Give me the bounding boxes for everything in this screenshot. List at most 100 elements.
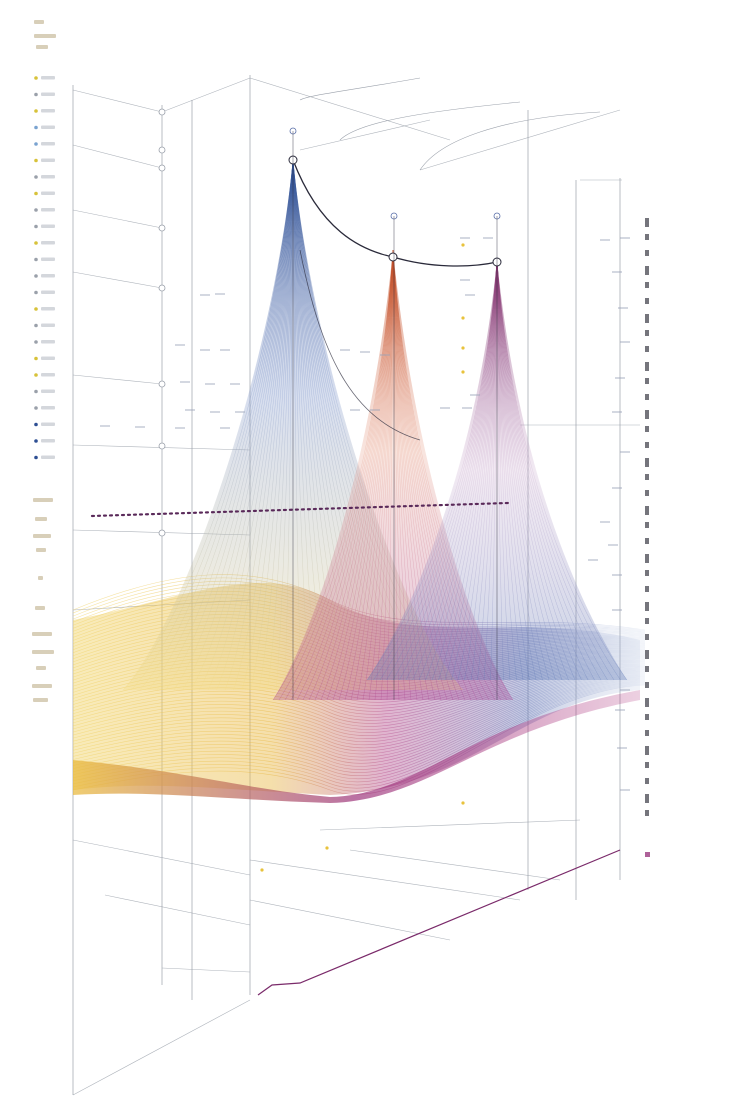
blue-peak-strand (165, 159, 294, 691)
blue-peak-strand (139, 159, 294, 691)
purple-peak-strand (496, 259, 563, 681)
perspective-line (249, 859, 521, 901)
legend-dot (34, 208, 38, 212)
perspective-line (72, 144, 163, 169)
legend-entry-mark (41, 191, 55, 195)
perspective-line (72, 839, 251, 876)
legend-entry-mark (41, 389, 55, 393)
purple-peak-strand (464, 259, 498, 681)
perspective-line (249, 77, 451, 141)
surface-strand (72, 680, 646, 780)
right-tick-bar (645, 362, 649, 371)
surface-strand (72, 678, 646, 773)
legend-entry-mark (41, 241, 55, 245)
legend-dot (34, 340, 38, 344)
right-tick-bar (645, 852, 650, 857)
orange-peak-strand (344, 249, 394, 701)
orange-peak-strand (338, 249, 394, 701)
purple-peak-strand (483, 259, 498, 681)
perspective-line (72, 374, 163, 385)
right-tick-bar (645, 506, 649, 515)
right-tick-bar (645, 762, 649, 768)
legend-entry-mark (41, 92, 55, 96)
surface-strand (72, 664, 646, 727)
orange-peak-strand (278, 249, 394, 701)
surface-strand (72, 673, 646, 758)
surface-strand (72, 669, 646, 746)
right-tick-bar (645, 538, 649, 544)
right-tick-bar (645, 602, 649, 611)
left-legend-column (32, 20, 56, 702)
legend-dot (34, 224, 38, 229)
leader-line (419, 111, 601, 171)
orange-peak-strand (296, 249, 394, 701)
right-tick-bar (645, 314, 649, 323)
surface-strand (72, 668, 646, 743)
orange-peak-strand (302, 249, 394, 701)
perspective-line (419, 109, 621, 171)
legend-caption-mark (36, 548, 46, 552)
right-tick-bar (645, 410, 649, 419)
legend-entry-mark (41, 422, 55, 426)
purple-peak-strand (496, 259, 556, 681)
right-tick-bar (645, 234, 649, 240)
legend-dot (34, 422, 38, 427)
perspective-line (319, 819, 581, 831)
legend-entry-mark (41, 175, 55, 179)
legend-dot (34, 323, 38, 328)
right-tick-bar (645, 394, 649, 400)
purple-peak-strand (392, 259, 498, 681)
floor-band (73, 690, 640, 803)
purple-peak-strand (496, 259, 576, 681)
perspective-line (349, 849, 561, 881)
right-tick-column (645, 218, 650, 857)
axis-node (158, 224, 166, 232)
right-tick-bar (645, 570, 649, 576)
purple-peak-strand (379, 259, 498, 681)
purple-peak-strand (496, 259, 582, 681)
legend-caption-mark (32, 684, 52, 688)
orange-peak-strand (356, 249, 394, 701)
yellow-marker-dot (461, 346, 465, 350)
purple-peak-strand (496, 259, 569, 681)
right-tick-bar (645, 346, 649, 352)
right-tick-bar (645, 730, 649, 736)
blue-peak-strand (250, 159, 294, 691)
yellow-marker-dot (461, 801, 465, 805)
legend-entry-mark (41, 439, 55, 443)
perspective-line (299, 119, 431, 151)
legend-dot (34, 125, 38, 130)
legend-caption-mark (36, 45, 48, 49)
legend-entry-mark (41, 340, 55, 344)
blue-peak-strand (275, 159, 294, 691)
blue-peak-strand (284, 159, 294, 691)
blue-peak-strand (199, 159, 294, 691)
legend-entry-mark (41, 208, 55, 212)
legend-caption-mark (35, 517, 47, 521)
leader-line (299, 77, 421, 101)
blue-peak-strand (173, 159, 294, 691)
purple-peak-strand (496, 259, 589, 681)
legend-caption-mark (33, 498, 53, 502)
legend-entry-mark (41, 373, 55, 377)
right-tick-bar (645, 666, 649, 672)
surface-strand (72, 666, 646, 736)
right-tick-bar (645, 682, 649, 688)
yellow-marker-dot (325, 846, 329, 850)
legend-dot (34, 92, 38, 97)
right-tick-bar (645, 634, 649, 640)
perspective-line (72, 89, 163, 113)
orange-peak-strand (314, 249, 394, 701)
legend-caption-mark (32, 632, 52, 636)
legend-caption-mark (34, 34, 56, 38)
legend-caption-mark (33, 698, 48, 702)
right-tick-bar (645, 810, 649, 816)
legend-dot (34, 356, 38, 361)
right-tick-bar (645, 474, 649, 480)
right-tick-bar (645, 426, 649, 432)
legend-entry-mark (41, 76, 55, 80)
surface-strand (72, 677, 646, 770)
surface-strand (72, 667, 646, 740)
legend-dot (34, 455, 38, 460)
